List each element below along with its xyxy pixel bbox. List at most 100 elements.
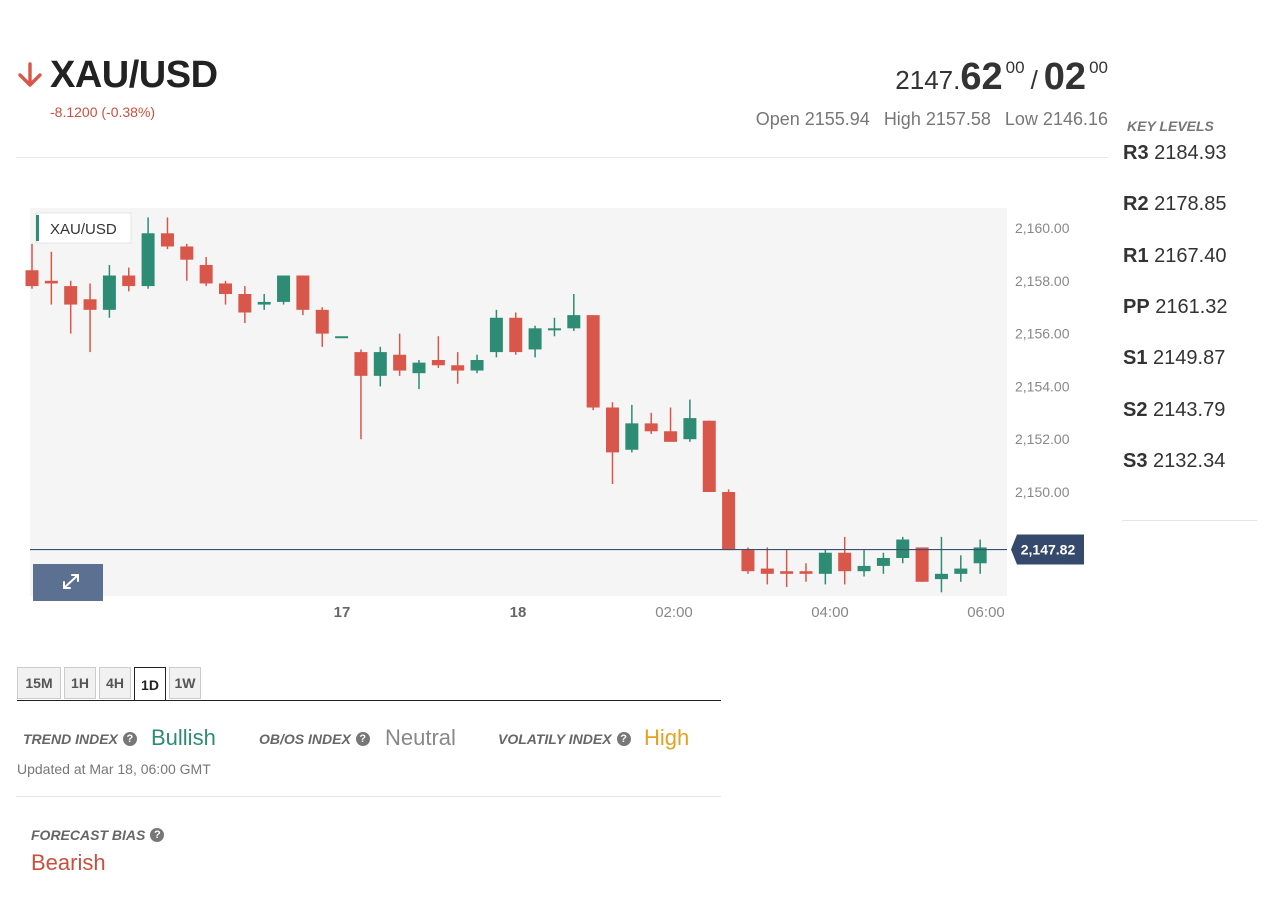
candle-body (644, 423, 658, 432)
expand-button[interactable] (33, 564, 103, 601)
candle (818, 550, 832, 585)
tab-15m[interactable]: 15M (17, 667, 61, 699)
price-change: -8.1200 (-0.38%) (50, 104, 156, 120)
arrow-down-icon (18, 62, 42, 87)
candle (760, 547, 774, 585)
key-level-label: R3 (1123, 142, 1149, 164)
candle (838, 536, 852, 585)
key-level-label: PP (1123, 296, 1150, 318)
y-tick-label: 2,160.00 (1015, 220, 1070, 236)
candle-body (160, 233, 174, 247)
y-tick-label: 2,154.00 (1015, 378, 1070, 394)
candle-body (393, 354, 407, 371)
forecast-bias-label: FORECAST BIAS? (31, 827, 165, 843)
question-circle-icon[interactable]: ? (122, 732, 137, 747)
key-levels-title: KEY LEVELS (1127, 118, 1214, 134)
candle (412, 360, 426, 390)
indices-divider (16, 796, 721, 797)
candle (876, 552, 890, 574)
question-circle-icon[interactable]: ? (150, 828, 165, 843)
instrument-symbol: XAU/USD (50, 54, 218, 96)
candle (122, 267, 136, 292)
x-tick-label: 18 (510, 604, 527, 621)
candle (915, 547, 929, 582)
tabs-underline (17, 700, 721, 701)
candle (219, 280, 232, 305)
candle-body (664, 431, 678, 442)
candle (44, 251, 58, 305)
key-level-s1: S1 2149.87 (1123, 347, 1225, 370)
candle (238, 286, 252, 324)
key-level-value: 2132.34 (1153, 450, 1226, 472)
tab-1w[interactable]: 1W (169, 667, 201, 699)
updated-timestamp: Updated at Mar 18, 06:00 GMT (17, 761, 211, 777)
tab-1d[interactable]: 1D (134, 667, 166, 701)
key-level-value: 2161.32 (1155, 296, 1228, 318)
candle (722, 489, 736, 551)
candle-body (818, 552, 832, 574)
last-price-label: 2,147.82 (1021, 542, 1076, 558)
forecast-bias-value: Bearish (31, 850, 106, 875)
key-level-label: S1 (1123, 347, 1148, 369)
candle-body (354, 352, 368, 376)
candle-body (180, 246, 194, 260)
trend-index-text: TREND INDEX (23, 731, 118, 747)
open-value: Open 2155.94 (755, 109, 870, 129)
x-tick-label: 17 (334, 604, 351, 621)
candle-body (954, 568, 968, 574)
candle-body (44, 280, 58, 284)
key-level-value: 2149.87 (1153, 347, 1226, 369)
question-circle-icon[interactable]: ? (616, 732, 631, 747)
candle-body (102, 275, 116, 310)
key-level-r3: R3 2184.93 (1123, 142, 1226, 165)
candle (296, 275, 310, 316)
key-level-label: S3 (1123, 450, 1148, 472)
candle (528, 325, 542, 358)
key-level-value: 2167.40 (1154, 245, 1227, 267)
key-levels-divider (1122, 520, 1257, 521)
question-circle-icon[interactable]: ? (355, 732, 370, 747)
chart-legend-label: XAU/USD (50, 221, 117, 238)
candle (257, 294, 271, 310)
candle-body (547, 328, 561, 331)
y-tick-label: 2,158.00 (1015, 273, 1070, 289)
candle (141, 217, 155, 289)
quote-separator: / (1030, 65, 1038, 95)
candle-body (741, 550, 755, 572)
candle (470, 354, 484, 374)
candle-body (470, 360, 484, 371)
candle (586, 315, 600, 411)
candle-body (838, 552, 852, 572)
candle-body (799, 571, 813, 574)
price-chart[interactable]: 2,160.00 2,158.00 2,156.00 2,154.00 2,152.00… (0, 200, 1110, 630)
candle-body (277, 275, 291, 302)
candle (102, 264, 116, 318)
tab-4h[interactable]: 4H (99, 667, 131, 699)
candle (431, 336, 445, 368)
candle (83, 283, 97, 353)
candle-body (722, 492, 736, 551)
candle-body (64, 286, 78, 305)
key-level-r1: R1 2167.40 (1123, 245, 1226, 268)
candle-body (606, 407, 619, 453)
candle (354, 349, 368, 440)
obos-index-label: OB/OS INDEX? (259, 731, 370, 747)
candle-body (83, 299, 97, 310)
candle-body (896, 539, 910, 558)
candle (451, 352, 465, 384)
tab-1h[interactable]: 1H (64, 667, 96, 699)
candle (25, 243, 39, 289)
candle (606, 402, 619, 485)
candle (567, 294, 581, 331)
candle-body (934, 573, 948, 580)
trend-index-label: TREND INDEX? (23, 731, 137, 747)
bid-big: 62 (960, 56, 1003, 98)
chart-legend: XAU/USD (35, 212, 132, 244)
candle (780, 550, 794, 588)
candle-body (373, 352, 387, 376)
candle-body (586, 315, 600, 408)
key-level-value: 2143.79 (1153, 399, 1226, 421)
key-level-pp: PP 2161.32 (1123, 296, 1228, 319)
key-level-s3: S3 2132.34 (1123, 450, 1225, 473)
candle (741, 547, 755, 574)
